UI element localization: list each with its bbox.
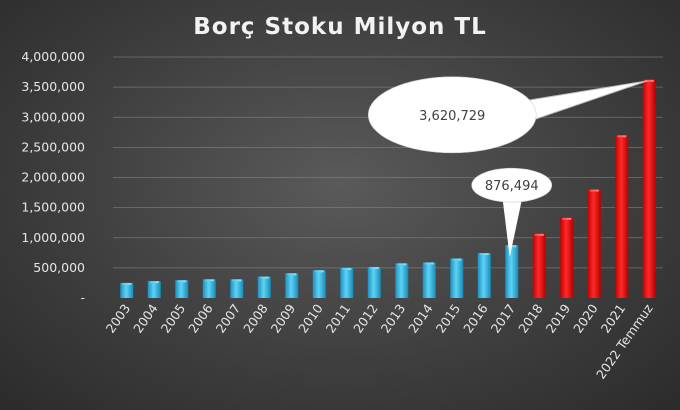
x-tick-label: 2013 (378, 301, 409, 336)
bar-highlight (204, 279, 214, 282)
bar (175, 280, 189, 298)
bar (257, 276, 271, 298)
x-tick-label: 2004 (130, 301, 161, 336)
bar (367, 266, 381, 298)
bar (477, 253, 491, 298)
bar-highlight (562, 217, 572, 220)
bar (312, 270, 326, 298)
x-tick-label: 2020 (570, 301, 601, 336)
x-tick-label: 2010 (295, 301, 326, 336)
bar-highlight (177, 280, 187, 283)
y-tick-label: 1,000,000 (21, 230, 85, 245)
bar (615, 135, 629, 298)
bar (202, 279, 216, 298)
bar-highlight (452, 258, 462, 261)
y-tick-label: 3,000,000 (21, 109, 85, 124)
callout-pointer (502, 200, 522, 258)
x-tick-label: 2008 (240, 301, 271, 336)
bar (230, 279, 244, 298)
bar-highlight (369, 266, 379, 269)
data-label: 876,494 (485, 179, 539, 194)
bar-highlight (232, 279, 242, 282)
bar-highlight (424, 262, 434, 265)
y-tick-label: 3,500,000 (21, 79, 85, 94)
y-tick-label: 1,500,000 (21, 200, 85, 215)
x-tick-label: 2015 (433, 301, 464, 336)
x-tick-label: 2016 (460, 301, 491, 336)
bar-highlight (149, 281, 159, 284)
x-tick-label: 2009 (268, 301, 299, 336)
data-callout: 876,494 (471, 167, 553, 258)
bar-highlight (397, 263, 407, 266)
bar (532, 233, 546, 298)
bar-highlight (342, 267, 352, 270)
bar-highlight (287, 273, 297, 276)
callout-bubble (471, 167, 553, 203)
y-tick-label: 2,000,000 (21, 170, 85, 185)
x-tick-label: 2014 (405, 301, 436, 336)
x-tick-label: 2011 (323, 301, 354, 336)
bar (422, 262, 436, 298)
y-tick-label: 500,000 (33, 260, 85, 275)
bar (587, 189, 601, 298)
data-label: 3,620,729 (419, 109, 485, 124)
bar (285, 273, 299, 298)
x-tick-label: 2019 (543, 301, 574, 336)
bar (120, 282, 134, 298)
y-tick-label: 2,500,000 (21, 139, 85, 154)
bar-highlight (259, 276, 269, 279)
y-tick-label: - (80, 290, 85, 305)
bar-highlight (589, 189, 599, 192)
bar-highlight (644, 79, 654, 82)
x-tick-label: 2006 (185, 301, 216, 336)
x-tick-label: 2018 (515, 301, 546, 336)
bar-highlight (534, 233, 544, 236)
bar (147, 281, 161, 298)
bar-highlight (617, 135, 627, 138)
x-tick-label: 2007 (213, 301, 244, 336)
data-callout: 3,620,729 (367, 76, 648, 154)
x-tick-label: 2005 (158, 301, 189, 336)
bar (505, 245, 519, 298)
x-tick-label: 2012 (350, 301, 381, 336)
y-tick-label: 4,000,000 (21, 49, 85, 64)
bar-highlight (314, 270, 324, 273)
callout-bubble (367, 76, 537, 154)
bar-highlight (122, 282, 132, 285)
bar (642, 79, 656, 298)
bar (450, 258, 464, 298)
bar (560, 217, 574, 298)
chart-title: Borç Stoku Milyon TL (193, 14, 487, 40)
bar-highlight (479, 253, 489, 256)
x-tick-label: 2017 (488, 301, 519, 336)
bar (395, 263, 409, 298)
x-tick-label: 2003 (103, 301, 134, 336)
bar (340, 267, 354, 298)
